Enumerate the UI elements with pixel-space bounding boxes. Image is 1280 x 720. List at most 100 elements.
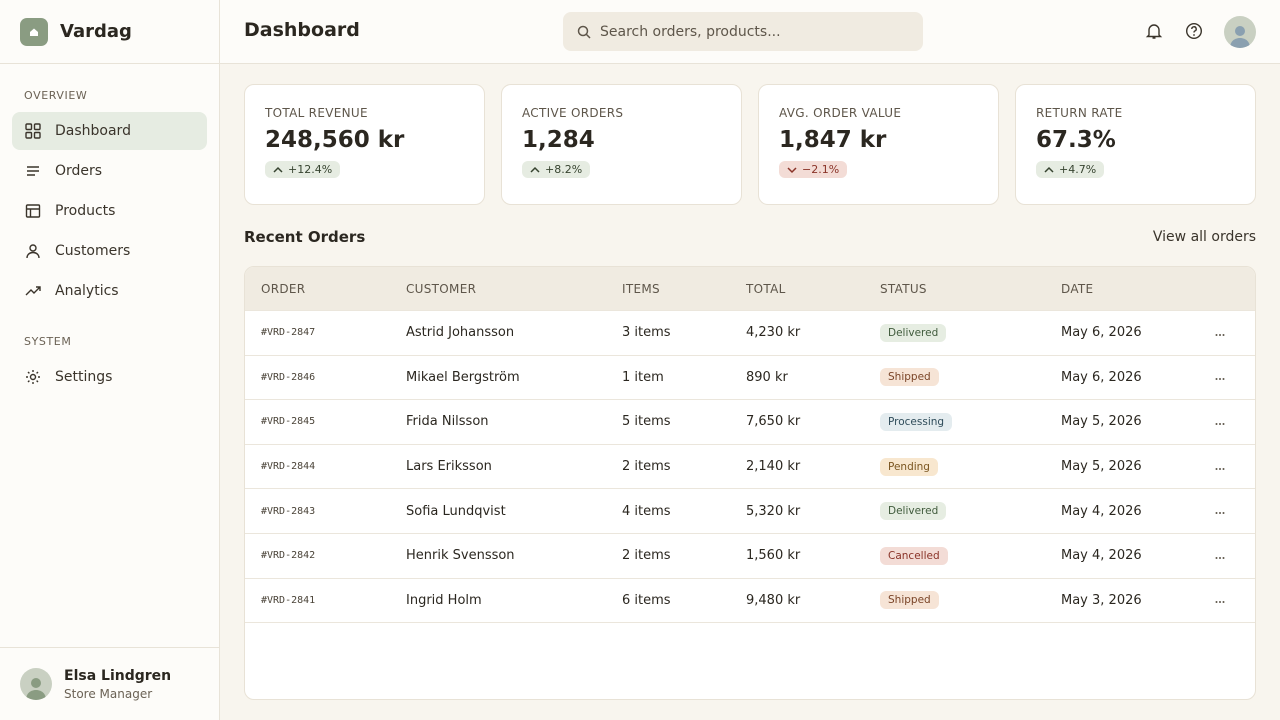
kpi-card: AVG. ORDER VALUE 1,847 kr −2.1%: [758, 84, 999, 205]
nav-label: Orders: [55, 163, 103, 179]
brand-name: Vardag: [60, 21, 132, 42]
nav-icon: [27, 166, 39, 176]
row-actions[interactable]: [1215, 549, 1255, 563]
search-box[interactable]: Search orders, products...: [563, 12, 923, 51]
trend-icon: [273, 166, 283, 173]
nav: OVERVIEW Dashboard Orders Products Customers…: [0, 89, 219, 396]
order-id: #VRD-2841: [261, 594, 316, 606]
kpi-value: 67.3%: [1036, 127, 1116, 153]
status-badge: Delivered: [880, 323, 947, 342]
column-header: STATUS: [880, 281, 927, 296]
kpi-card: TOTAL REVENUE 248,560 kr +12.4%: [244, 84, 485, 205]
orders-table: ORDER CUSTOMER ITEMS TOTAL STATUS DATE #VRD-28…: [244, 266, 1256, 700]
cell: Ingrid Holm: [406, 592, 482, 608]
trend-icon: [787, 166, 797, 173]
row-actions[interactable]: [1215, 370, 1255, 384]
help[interactable]: [1185, 22, 1203, 40]
order-row[interactable]: #VRD-2841 Ingrid Holm 6 items 9,480 kr Shipp…: [245, 579, 1255, 624]
column-header: CUSTOMER: [406, 281, 477, 296]
column-header: ORDER: [261, 281, 306, 296]
cell: May 4, 2026: [1061, 548, 1142, 564]
more-icon: [1215, 512, 1225, 515]
status-badge: Processing: [880, 412, 953, 431]
kpi-change-text: +8.2%: [545, 163, 583, 176]
kpi-card: ACTIVE ORDERS 1,284 +8.2%: [501, 84, 742, 205]
cell: Frida Nilsson: [406, 414, 489, 430]
kpi-change: +8.2%: [522, 161, 591, 178]
order-row[interactable]: #VRD-2847 Astrid Johansson 3 items 4,230 kr…: [245, 311, 1255, 356]
avatar: [20, 668, 52, 700]
row-actions[interactable]: [1215, 593, 1255, 607]
order-id: #VRD-2847: [261, 327, 316, 339]
nav-icon: [26, 370, 40, 384]
nav-item[interactable]: Customers: [12, 232, 207, 270]
status-badge: Shipped: [880, 368, 939, 387]
order-id: #VRD-2846: [261, 371, 316, 383]
status-badge: Shipped: [880, 591, 939, 610]
table-header: ORDER CUSTOMER ITEMS TOTAL STATUS DATE: [245, 267, 1255, 311]
logo: [20, 17, 48, 46]
row-actions[interactable]: [1215, 504, 1255, 518]
nav-item[interactable]: Orders: [12, 152, 207, 190]
kpi-value: 248,560 kr: [265, 127, 405, 153]
nav-label: Analytics: [55, 283, 119, 299]
nav-section-heading: SYSTEM: [24, 335, 72, 348]
order-row[interactable]: #VRD-2843 Sofia Lundqvist 4 items 5,320 kr D…: [245, 489, 1255, 534]
recent-orders-header: Recent Orders View all orders: [244, 228, 1256, 246]
cell: 2 items: [622, 459, 671, 475]
cell: 9,480 kr: [746, 592, 801, 608]
nav-item[interactable]: Analytics: [12, 272, 207, 310]
cell: May 6, 2026: [1061, 369, 1142, 385]
column-header: ITEMS: [622, 281, 660, 296]
user-profile[interactable]: Elsa Lindgren Store Manager: [0, 647, 219, 720]
cell: 5 items: [622, 414, 671, 430]
row-actions[interactable]: [1215, 460, 1255, 474]
cell: 3 items: [622, 325, 671, 341]
more-icon: [1215, 467, 1225, 470]
cell: 2 items: [622, 548, 671, 564]
kpi-change-text: −2.1%: [802, 163, 840, 176]
cell: 1 item: [622, 369, 664, 385]
nav-item[interactable]: Dashboard: [12, 112, 207, 150]
cell: Sofia Lundqvist: [406, 503, 506, 519]
search-placeholder: Search orders, products...: [600, 23, 781, 40]
more-icon: [1215, 556, 1225, 559]
user-role: Store Manager: [64, 686, 153, 701]
trend-icon: [530, 166, 540, 173]
kpi-value: 1,847 kr: [779, 127, 887, 153]
cell: 4,230 kr: [746, 325, 801, 341]
order-row[interactable]: #VRD-2845 Frida Nilsson 5 items 7,650 kr Pro…: [245, 400, 1255, 445]
row-actions[interactable]: [1215, 415, 1255, 429]
cell: May 6, 2026: [1061, 325, 1142, 341]
order-row[interactable]: #VRD-2842 Henrik Svensson 2 items 1,560 kr C…: [245, 534, 1255, 579]
kpi-cards: TOTAL REVENUE 248,560 kr +12.4% ACTIVE ORDE…: [244, 84, 1256, 205]
notifications[interactable]: [1145, 22, 1163, 40]
order-id: #VRD-2844: [261, 461, 316, 473]
nav-item[interactable]: Settings: [12, 358, 207, 396]
view-all-link[interactable]: View all orders: [1152, 229, 1256, 245]
cell: May 5, 2026: [1061, 414, 1142, 430]
kpi-card: RETURN RATE 67.3% +4.7%: [1015, 84, 1256, 205]
status-badge: Pending: [880, 457, 938, 476]
cell: May 5, 2026: [1061, 459, 1142, 475]
kpi-change-text: +12.4%: [288, 163, 333, 176]
kpi-label: ACTIVE ORDERS: [522, 106, 624, 120]
section-title: Recent Orders: [244, 228, 366, 246]
nav-label: Products: [55, 203, 116, 219]
brand[interactable]: Vardag: [0, 0, 219, 64]
nav-item[interactable]: Products: [12, 192, 207, 230]
order-row[interactable]: #VRD-2844 Lars Eriksson 2 items 2,140 kr Pen…: [245, 445, 1255, 490]
cell: 1,560 kr: [746, 548, 801, 564]
order-row[interactable]: #VRD-2846 Mikael Bergström 1 item 890 kr Shi…: [245, 356, 1255, 401]
kpi-change-text: +4.7%: [1059, 163, 1097, 176]
row-actions[interactable]: [1215, 326, 1255, 340]
top-bar: Dashboard Search orders, products...: [220, 0, 1280, 64]
account-avatar[interactable]: [1224, 16, 1256, 48]
kpi-value: 1,284: [522, 127, 595, 153]
more-icon: [1215, 422, 1225, 425]
cell: May 4, 2026: [1061, 503, 1142, 519]
order-id: #VRD-2845: [261, 416, 316, 428]
more-icon: [1215, 601, 1225, 604]
